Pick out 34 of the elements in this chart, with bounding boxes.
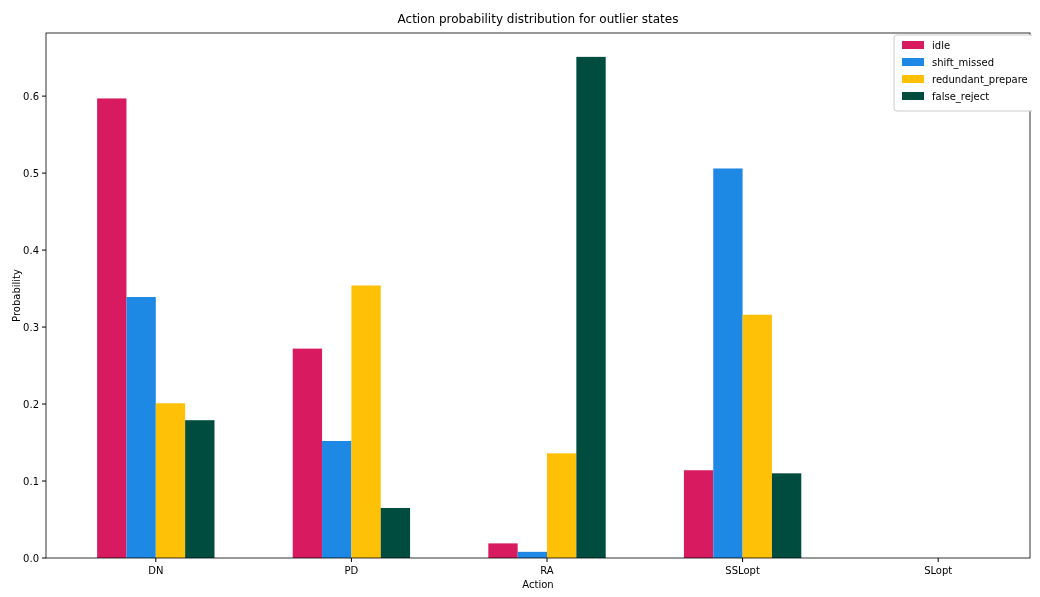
bar (155, 403, 186, 558)
y-axis-title: Probability (11, 268, 22, 322)
bar (97, 98, 127, 558)
x-tick-label: PD (344, 565, 359, 576)
y-tick-label: 0.6 (23, 90, 39, 102)
bar (742, 314, 772, 558)
x-tick-label: SLopt (924, 565, 953, 576)
bar (771, 473, 802, 558)
bar (351, 285, 381, 558)
x-tick-label: DN (148, 565, 164, 576)
bar (713, 168, 743, 558)
legend-label: redundant_prepare (932, 73, 1028, 86)
bar (322, 440, 352, 558)
bar (185, 420, 215, 558)
bar (488, 543, 518, 558)
x-tick-label: SSLopt (725, 565, 760, 576)
bar (547, 453, 577, 558)
chart-title: Action probability distribution for outlier states (397, 12, 679, 26)
y-tick-label: 0.2 (23, 398, 39, 410)
y-tick-label: 0.3 (23, 321, 39, 333)
x-tick-label: RA (540, 565, 554, 576)
bar (380, 507, 411, 558)
bar (576, 56, 606, 558)
y-tick-label: 0.1 (23, 475, 39, 487)
y-tick-label: 0.5 (23, 167, 39, 179)
y-tick-label: 0.0 (23, 552, 39, 564)
legend-label: idle (932, 39, 951, 51)
bar (683, 470, 714, 558)
x-axis-title: Action (522, 579, 554, 590)
legend-label: false_reject (932, 90, 990, 103)
legend-label: shift_missed (932, 56, 995, 69)
y-tick-label: 0.4 (23, 244, 39, 256)
bar (126, 297, 156, 558)
bar (292, 348, 323, 558)
